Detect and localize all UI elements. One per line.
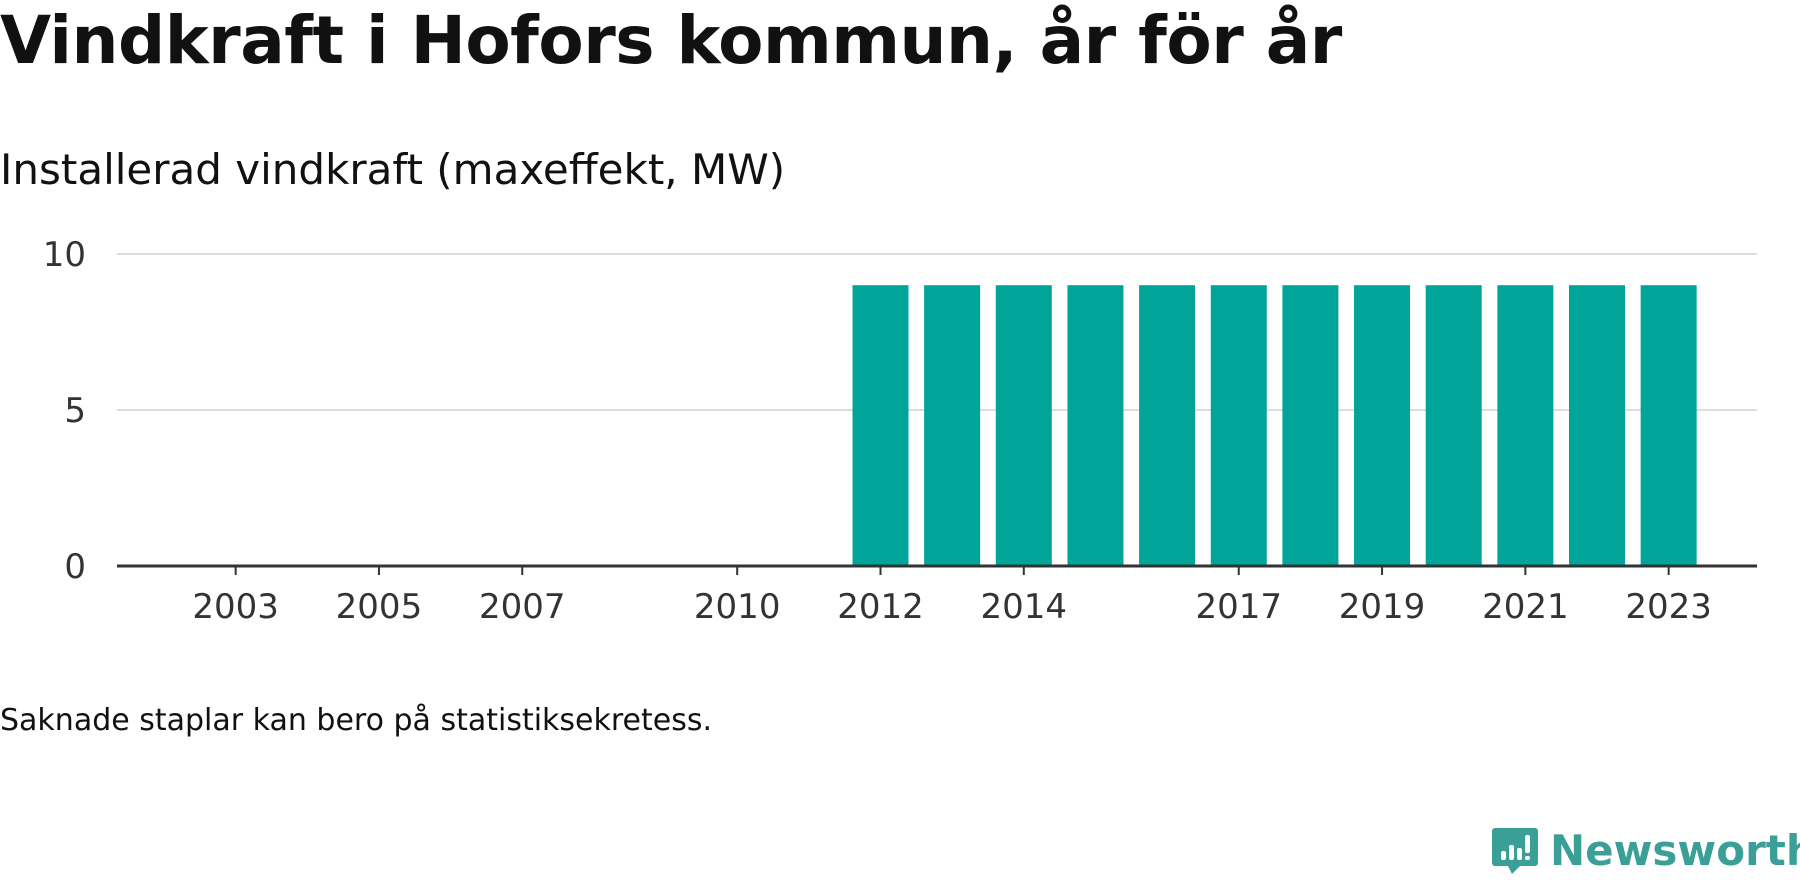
newsworthy-logo: Newsworthy [1490,820,1800,880]
x-tick-label: 2019 [1339,587,1426,627]
chart-subtitle: Installerad vindkraft (maxeffekt, MW) [0,145,786,194]
brand-name: Newsworthy [1550,825,1800,875]
y-tick-label: 0 [64,547,86,587]
bar [1282,285,1339,566]
bar-chart: 0 5 10 2003 2005 2007 2010 2012 2014 2017 2019 2021… [43,235,1757,627]
bar [1425,285,1482,566]
x-tick-label: 2021 [1482,587,1569,627]
chart-title: Vindkraft i Hofors kommun, år för år [0,2,1342,79]
footnote: Saknade staplar kan bero på statistiksek… [0,703,713,738]
x-tick-label: 2003 [192,587,279,627]
bar [924,285,981,566]
x-tick-label: 2007 [479,587,566,627]
x-tick-label: 2012 [837,587,924,627]
bar [1640,285,1697,566]
y-tick-label: 10 [43,235,86,275]
x-tick-label: 2014 [981,587,1068,627]
bar [995,285,1052,566]
bar [852,285,909,566]
y-tick-label: 5 [64,391,86,431]
bar [1067,285,1124,566]
bar [1139,285,1196,566]
x-tick-label: 2023 [1625,587,1712,627]
bar [1354,285,1411,566]
x-tick-label: 2005 [336,587,423,627]
bar [1210,285,1267,566]
x-tick-label: 2010 [694,587,781,627]
newsworthy-logo-icon [1492,828,1538,874]
x-tick-label: 2017 [1195,587,1282,627]
bar [1497,285,1554,566]
bar [1569,285,1625,566]
